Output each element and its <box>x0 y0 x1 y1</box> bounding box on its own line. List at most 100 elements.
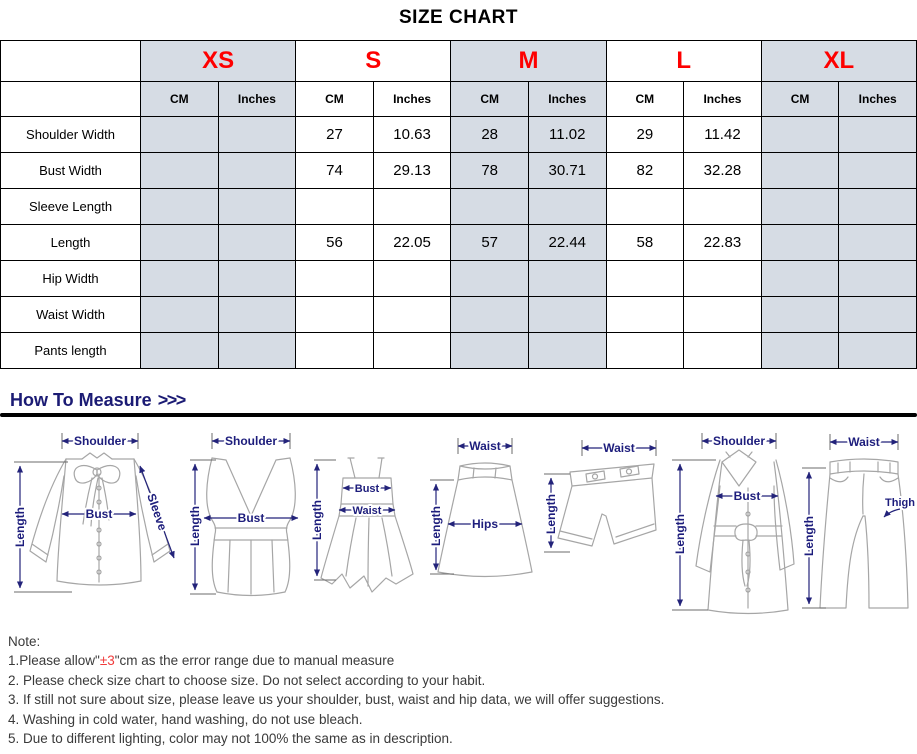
value-cell <box>838 260 917 297</box>
value-cell <box>760 116 840 153</box>
page-title: SIZE CHART <box>399 7 518 28</box>
value-cell: 28 <box>450 116 529 153</box>
dress-diagram: Bust Waist Length <box>308 457 414 593</box>
notes-heading: Note: <box>8 634 41 649</box>
value-cell <box>217 224 297 261</box>
value-cell <box>838 224 917 261</box>
value-cell <box>450 296 529 333</box>
unit-header: Inches <box>683 81 762 117</box>
value-cell <box>760 224 840 261</box>
measure-label-length: Length <box>429 506 443 546</box>
value-cell <box>760 188 840 225</box>
note-line: 4. Washing in cold water, hand washing, … <box>8 711 363 727</box>
measure-label-bust: Bust <box>238 511 265 525</box>
size-chart-table: XS S M L XL CM Inches CM Inches CM Inches CM Inches… <box>0 40 917 369</box>
value-cell <box>683 332 762 369</box>
row-label: Pants length <box>0 332 141 369</box>
value-cell <box>372 260 452 297</box>
table-row: Bust Width 74 29.13 78 30.71 82 32.28 <box>0 152 917 189</box>
value-cell <box>372 332 452 369</box>
value-cell <box>295 332 374 369</box>
blouse-diagram: Shoulder Length Bust Sleeve <box>11 432 175 593</box>
measure-label-hips: Hips <box>472 517 498 531</box>
value-cell: 22.44 <box>527 224 607 261</box>
value-cell: 11.42 <box>683 116 762 153</box>
value-cell: 27 <box>295 116 374 153</box>
value-cell <box>760 296 840 333</box>
size-header-xl: XL <box>760 40 917 82</box>
row-label: Shoulder Width <box>0 116 141 153</box>
measure-label-length: Length <box>544 494 558 534</box>
measure-label-waist: Waist <box>353 505 382 517</box>
row-label: Hip Width <box>0 260 141 297</box>
corner-cell-top <box>0 40 141 82</box>
measure-label-waist: Waist <box>848 435 880 449</box>
unit-header: CM <box>605 81 685 117</box>
row-label: Waist Width <box>0 296 141 333</box>
measure-label-waist: Waist <box>603 441 635 455</box>
value-cell: 22.05 <box>372 224 452 261</box>
value-cell <box>140 116 219 153</box>
corner-cell-bottom <box>0 81 141 117</box>
value-cell <box>295 260 374 297</box>
measure-label-length: Length <box>802 516 816 556</box>
value-cell: 30.71 <box>527 152 607 189</box>
notes-list: 1.Please allow"±3"cm as the error range … <box>8 651 908 748</box>
value-cell <box>140 188 219 225</box>
value-cell <box>450 188 529 225</box>
divider-line <box>0 413 917 417</box>
value-cell: 78 <box>450 152 529 189</box>
unit-header: Inches <box>372 81 452 117</box>
value-cell: 57 <box>450 224 529 261</box>
table-row: Waist Width <box>0 296 917 333</box>
measure-label-length: Length <box>310 500 324 540</box>
value-cell <box>527 332 607 369</box>
value-cell <box>450 332 529 369</box>
measure-label-length: Length <box>673 514 687 554</box>
coat-diagram: Shoulder Bust Length <box>671 432 795 615</box>
value-cell <box>838 152 917 189</box>
value-cell <box>295 188 374 225</box>
measure-label-length: Length <box>13 507 27 547</box>
measure-label-waist: Waist <box>469 439 501 453</box>
measure-label-length: Length <box>188 506 202 546</box>
value-cell <box>683 260 762 297</box>
value-cell <box>527 260 607 297</box>
value-cell <box>217 188 297 225</box>
value-cell <box>527 188 607 225</box>
value-cell <box>372 296 452 333</box>
value-cell <box>838 296 917 333</box>
value-cell <box>450 260 529 297</box>
value-cell <box>760 152 840 189</box>
unit-header: CM <box>450 81 529 117</box>
measure-label-sleeve: Sleeve <box>144 492 170 533</box>
value-cell <box>217 332 297 369</box>
table-row: Shoulder Width 27 10.63 28 11.02 29 11.42 <box>0 116 917 153</box>
value-cell: 82 <box>605 152 685 189</box>
size-header-l: L <box>605 40 762 82</box>
value-cell: 58 <box>605 224 685 261</box>
unit-header: CM <box>760 81 840 117</box>
measure-label-bust: Bust <box>86 507 113 521</box>
value-cell <box>140 224 219 261</box>
note-line: 5. Due to different lighting, color may … <box>8 731 453 747</box>
value-cell <box>217 296 297 333</box>
chevron-right-icon: >>> <box>157 390 187 410</box>
value-cell <box>605 332 685 369</box>
size-header-row: XS S M L XL <box>0 40 917 82</box>
value-cell <box>838 332 917 369</box>
note-line: 3. If still not sure about size, please … <box>8 692 665 708</box>
note-line: 1.Please allow"±3"cm as the error range … <box>8 653 395 669</box>
value-cell: 56 <box>295 224 374 261</box>
unit-header: Inches <box>527 81 607 117</box>
how-to-measure-heading: How To Measure >>> <box>10 390 187 411</box>
table-row: Sleeve Length <box>0 188 917 225</box>
value-cell: 29.13 <box>372 152 452 189</box>
value-cell <box>838 116 917 153</box>
value-cell <box>838 188 917 225</box>
table-body: Shoulder Width 27 10.63 28 11.02 29 11.42 Bust … <box>0 116 917 369</box>
measure-label-bust: Bust <box>355 483 380 495</box>
value-cell <box>372 188 452 225</box>
row-label: Bust Width <box>0 152 141 189</box>
